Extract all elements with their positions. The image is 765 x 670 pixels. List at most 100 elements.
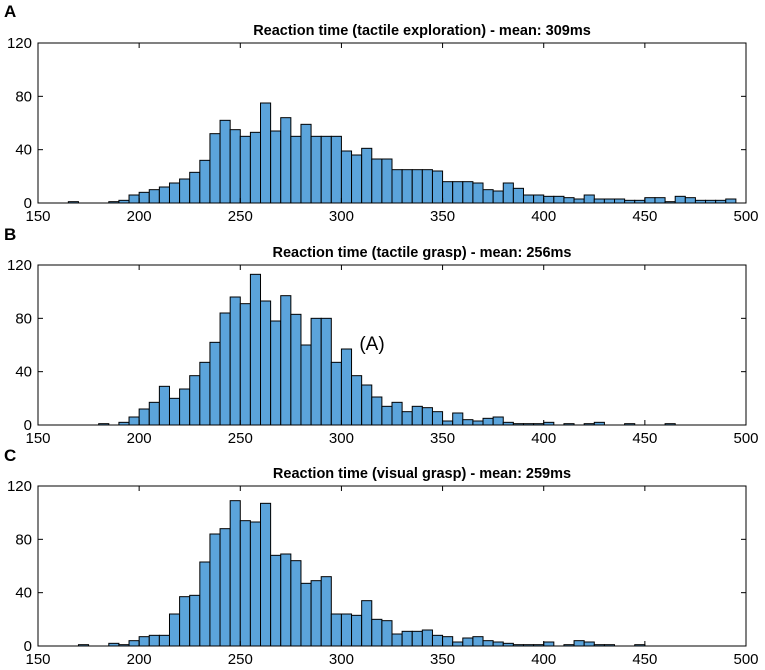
y-tick-label: 40 (15, 142, 32, 159)
bar-320 (381, 158, 393, 203)
bars (98, 273, 676, 425)
bar-255 (249, 273, 262, 425)
x-tick-label: 300 (329, 430, 354, 447)
bar-300 (340, 348, 353, 425)
bar-305 (351, 154, 363, 203)
bar-200 (138, 636, 150, 646)
bar-365 (472, 182, 484, 203)
bar-205 (148, 634, 160, 646)
bar-285 (310, 580, 322, 646)
x-tick-label: 350 (430, 651, 455, 668)
bar-295 (330, 135, 342, 203)
bar-260 (260, 502, 272, 646)
bar-310 (361, 600, 373, 646)
bar-235 (209, 533, 221, 646)
bar-360 (462, 181, 474, 203)
bar-245 (229, 500, 241, 646)
y-tick-label: 120 (7, 257, 32, 274)
bar-265 (270, 130, 282, 203)
chart-panel-c: C Reaction time (visual grasp) - mean: 25… (4, 446, 759, 668)
bar-295 (330, 361, 342, 425)
bar-205 (148, 189, 160, 203)
x-tick-label: 250 (228, 208, 253, 225)
bar-215 (168, 397, 181, 425)
bar-180 (98, 423, 110, 425)
x-tick-label: 450 (632, 651, 657, 668)
bar-290 (320, 317, 332, 425)
bar-350 (442, 420, 454, 425)
panel-label: C (4, 446, 16, 465)
bar-320 (381, 620, 393, 646)
bar-325 (391, 633, 403, 646)
bar-380 (502, 182, 514, 203)
bar-340 (421, 407, 433, 425)
bar-490 (725, 198, 737, 203)
bar-275 (290, 135, 302, 203)
bar-255 (249, 131, 262, 203)
x-tick-label: 500 (733, 208, 758, 225)
bar-265 (270, 320, 282, 425)
bar-275 (290, 560, 302, 646)
x-tick-label: 500 (733, 651, 758, 668)
bar-215 (168, 613, 181, 646)
bar-365 (472, 420, 484, 425)
x-tick-label: 500 (733, 430, 758, 447)
bar-240 (219, 528, 231, 646)
bar-415 (573, 198, 585, 203)
x-tick-label: 200 (127, 651, 152, 668)
bar-440 (624, 423, 636, 425)
bar-265 (270, 554, 282, 646)
x-tick-label: 450 (632, 208, 657, 225)
bar-225 (189, 594, 201, 646)
bar-355 (452, 181, 464, 203)
x-tick-label: 300 (329, 208, 354, 225)
x-tick-label: 350 (430, 430, 455, 447)
chart-panel-a: A Reaction time (tactile exploration) - m… (4, 2, 759, 225)
x-tick-label: 150 (25, 208, 50, 225)
bar-300 (340, 613, 353, 646)
bar-455 (654, 197, 666, 203)
bar-240 (219, 119, 231, 203)
bar-400 (543, 195, 555, 203)
bar-425 (593, 198, 605, 203)
y-tick-label: 120 (7, 35, 32, 52)
bar-340 (421, 629, 433, 646)
bar-410 (563, 423, 575, 425)
bar-220 (179, 178, 191, 203)
bar-375 (492, 416, 504, 425)
x-tick-label: 150 (25, 651, 50, 668)
bar-310 (361, 147, 373, 203)
x-tick-label: 400 (531, 651, 556, 668)
bar-230 (199, 561, 211, 646)
bar-215 (168, 182, 181, 203)
bar-200 (138, 191, 150, 203)
bar-305 (351, 614, 363, 646)
bar-280 (300, 582, 312, 646)
bar-225 (189, 171, 201, 203)
bar-240 (219, 312, 231, 425)
bar-280 (300, 123, 312, 203)
bar-325 (391, 169, 403, 203)
bar-255 (249, 521, 262, 646)
chart-title: Reaction time (visual grasp) - mean: 259… (273, 466, 571, 482)
bar-210 (158, 385, 170, 425)
chart-title: Reaction time (tactile grasp) - mean: 25… (273, 245, 572, 261)
bar-315 (371, 396, 383, 425)
x-tick-label: 200 (127, 208, 152, 225)
bar-270 (280, 295, 292, 425)
bar-210 (158, 634, 170, 646)
bar-435 (614, 198, 626, 203)
bar-450 (644, 197, 656, 203)
x-tick-label: 400 (531, 208, 556, 225)
bar-225 (189, 375, 201, 425)
bar-270 (280, 553, 292, 646)
bar-195 (128, 640, 140, 646)
bar-250 (239, 135, 251, 203)
bar-310 (361, 384, 373, 425)
bar-370 (482, 189, 494, 203)
bar-305 (351, 375, 363, 425)
bar-410 (563, 197, 575, 203)
bar-195 (128, 194, 140, 203)
bar-385 (512, 187, 524, 203)
